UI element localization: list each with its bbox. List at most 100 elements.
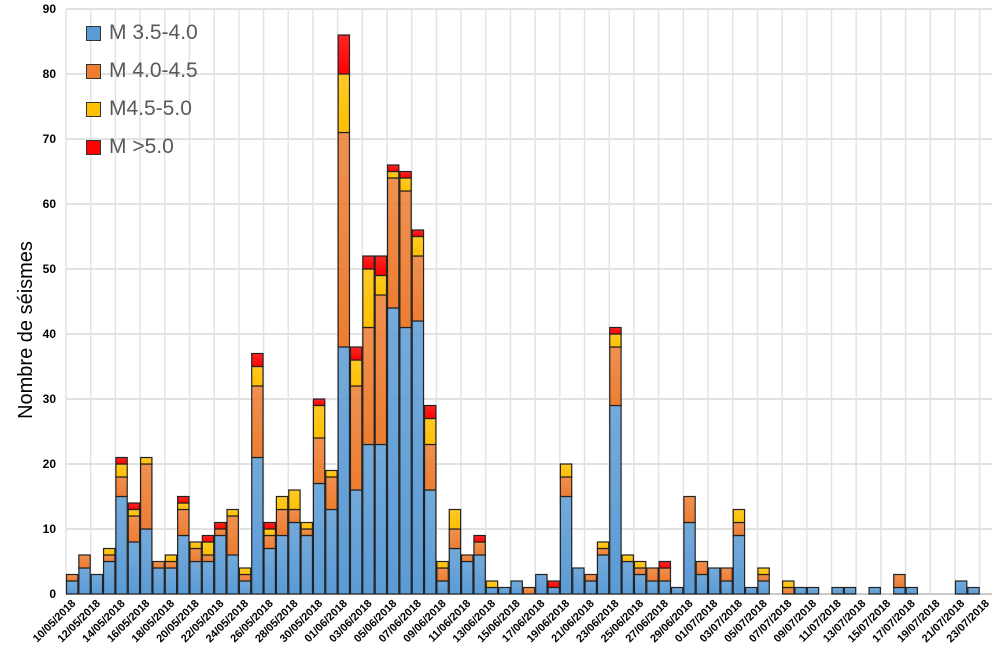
bar-segment-m-4-0-4-5-30-06-2018 [695,560,709,576]
bar-segment-m4-5-5-0-04-06-2018 [374,274,388,296]
bar-segment-m-3-5-4-0-14-06-2018 [498,586,511,595]
bar-segment-m-3-5-4-0-09-07-2018 [806,586,820,595]
bar-segment-m-3-5-4-0-21-06-2018 [584,580,598,595]
bar-segment-m-3-5-4-0-30-05-2018 [312,482,326,595]
bar-segment-m4-5-5-0-09-06-2018 [436,560,449,569]
bar-segment-m-3-5-4-0-12-05-2018 [90,573,104,595]
bar-segment-m4-5-5-0-23-05-2018 [226,508,239,517]
bar-segment-m-5-0-01-06-2018 [337,34,351,75]
bar-segment-m-3-5-4-0-20-05-2018 [189,560,202,595]
bar-segment-m-4-0-4-5-25-06-2018 [633,567,647,576]
bar-segment-m-4-0-4-5-01-06-2018 [337,131,351,348]
bar-segment-m4-5-5-0-28-05-2018 [288,489,301,511]
bar-segment-m-5-0-12-06-2018 [473,534,486,543]
legend-item: M 3.5-4.0 [86,14,198,52]
bar-segment-m-3-5-4-0-18-06-2018 [547,586,560,595]
y-axis-label: Nombre de séismes [15,241,37,419]
bar-segment-m-4-0-4-5-12-06-2018 [473,541,486,556]
bar-segment-m-4-0-4-5-05-07-2018 [757,573,770,582]
bar-segment-m-5-0-27-06-2018 [658,560,672,569]
bar-segment-m-3-5-4-0-15-05-2018 [127,541,141,595]
y-tick-label: 60 [43,197,57,211]
bar-segment-m-4-0-4-5-21-05-2018 [201,554,215,563]
bar-segment-m-3-5-4-0-19-05-2018 [177,534,190,595]
bar-segment-m4-5-5-0-02-06-2018 [349,359,363,387]
bar-segment-m4-5-5-0-08-06-2018 [423,417,437,446]
legend-item: M >5.0 [86,128,198,166]
bar-segment-m-4-0-4-5-22-06-2018 [596,547,610,556]
bar-segment-m-4-0-4-5-03-06-2018 [362,326,375,446]
bar-segment-m-4-0-4-5-27-06-2018 [658,567,672,582]
bar-segment-m-3-5-4-0-12-06-2018 [473,554,486,595]
bar-segment-m-3-5-4-0-22-06-2018 [596,554,610,595]
bar-segment-m-3-5-4-0-17-05-2018 [152,567,165,595]
bar-segment-m-3-5-4-0-05-06-2018 [386,307,400,595]
bar-segment-m-3-5-4-0-30-06-2018 [695,573,709,595]
bar-segment-m-4-0-4-5-07-06-2018 [411,255,425,322]
bar-segment-m-3-5-4-0-21-07-2018 [954,580,968,595]
bar-segment-m-4-0-4-5-25-05-2018 [251,385,264,459]
bar-segment-m-3-5-4-0-07-06-2018 [411,320,425,595]
bar-segment-m-5-0-15-05-2018 [127,502,141,511]
bar-segment-m-4-0-4-5-04-06-2018 [374,294,388,446]
bar-segment-m-3-5-4-0-29-06-2018 [683,521,696,595]
bar-segment-m4-5-5-0-16-05-2018 [139,456,153,465]
bar-segment-m4-5-5-0-19-06-2018 [559,463,573,478]
bar-segment-m-3-5-4-0-24-05-2018 [238,580,252,595]
bar-segment-m-4-0-4-5-10-05-2018 [65,573,79,582]
bar-segment-m-3-5-4-0-24-06-2018 [621,560,635,595]
bar-segment-m-3-5-4-0-02-06-2018 [349,489,363,595]
bar-segment-m-4-0-4-5-05-06-2018 [386,177,400,309]
bar-segment-m-3-5-4-0-11-06-2018 [460,560,474,595]
y-tick-label: 90 [43,2,57,16]
bar-segment-m-3-5-4-0-31-05-2018 [325,508,338,595]
bar-segment-m-4-0-4-5-31-05-2018 [325,476,338,511]
bar-segment-m-5-0-14-05-2018 [115,456,128,465]
bar-segment-m-3-5-4-0-16-07-2018 [893,586,906,595]
bar-segment-m-4-0-4-5-19-06-2018 [559,476,573,498]
bar-segment-m-3-5-4-0-29-05-2018 [300,534,314,595]
bar-segment-m-3-5-4-0-10-05-2018 [65,580,79,595]
bar-segment-m4-5-5-0-21-05-2018 [201,541,215,556]
legend-label: M 4.0-4.5 [109,59,198,82]
bar-segment-m-3-5-4-0-16-05-2018 [139,528,153,595]
bar-segment-m-5-0-21-05-2018 [201,534,215,543]
bar-segment-m-4-0-4-5-19-05-2018 [177,508,190,537]
bar-segment-m-4-0-4-5-23-05-2018 [226,515,239,556]
bar-segment-m-4-0-4-5-16-06-2018 [522,586,536,595]
bar-segment-m-5-0-25-05-2018 [251,352,264,368]
y-tick-label: 0 [49,587,56,601]
bar-segment-m-5-0-22-05-2018 [214,521,227,530]
legend-swatch [86,139,101,155]
legend-swatch [86,63,101,79]
bar-segment-m-4-0-4-5-30-05-2018 [312,437,326,485]
y-tick-label: 50 [43,262,57,276]
bar-segment-m-3-5-4-0-04-06-2018 [374,443,388,595]
bar-segment-m-4-0-4-5-08-06-2018 [423,443,437,491]
bar-segment-m-3-5-4-0-15-06-2018 [510,580,523,595]
bar-segment-m-4-0-4-5-23-06-2018 [609,346,622,407]
bar-segment-m-3-5-4-0-03-07-2018 [732,534,746,595]
bar-segment-m4-5-5-0-13-06-2018 [485,580,499,589]
bar-segment-m4-5-5-0-25-05-2018 [251,365,264,387]
bar-segment-m-4-0-4-5-26-06-2018 [646,567,659,582]
bar-segment-m-4-0-4-5-20-05-2018 [189,547,202,563]
bar-segment-m-4-0-4-5-29-05-2018 [300,528,314,537]
bar-segment-m4-5-5-0-05-06-2018 [386,170,400,179]
bar-segment-m-5-0-30-05-2018 [312,398,326,407]
bar-segment-m-4-0-4-5-16-07-2018 [893,573,906,589]
bar-segment-m-3-5-4-0-05-07-2018 [757,580,770,595]
bar-segment-m-4-0-4-5-15-05-2018 [127,515,141,543]
bar-segment-m-4-0-4-5-28-05-2018 [288,508,301,524]
bar-segment-m-3-5-4-0-23-05-2018 [226,554,239,595]
y-tick-label: 80 [43,67,57,81]
bar-segment-m4-5-5-0-05-07-2018 [757,567,770,576]
bar-segment-m-4-0-4-5-27-05-2018 [275,508,289,537]
bar-segment-m-3-5-4-0-03-06-2018 [362,443,375,595]
bar-segment-m4-5-5-0-26-05-2018 [263,528,276,537]
bar-segment-m4-5-5-0-19-05-2018 [177,502,190,511]
legend-label: M 3.5-4.0 [109,21,198,44]
bar-segment-m-3-5-4-0-11-07-2018 [831,586,844,595]
